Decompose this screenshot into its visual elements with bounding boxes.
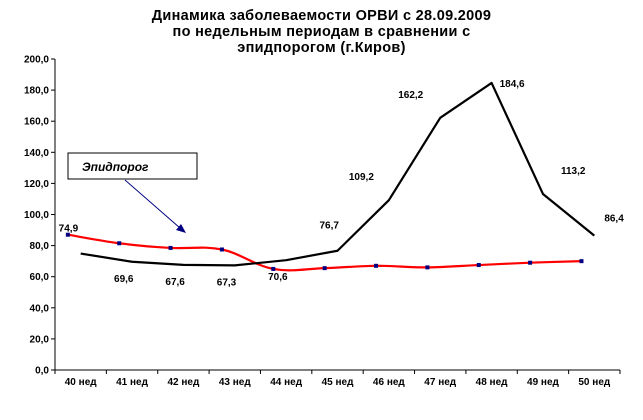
chart-title-line-1: Динамика заболеваемости ОРВИ с 28.09.200… bbox=[151, 8, 492, 24]
epid-threshold-point bbox=[271, 266, 276, 271]
callout-box bbox=[67, 152, 198, 180]
epid-threshold-point bbox=[528, 260, 533, 265]
y-tick-label: 0,0 bbox=[35, 366, 49, 377]
y-tick-label: 20,0 bbox=[30, 334, 50, 345]
y-tick-label: 180,0 bbox=[24, 86, 49, 97]
x-tick-label: 49 нед bbox=[527, 377, 560, 388]
x-tick-label: 45 нед bbox=[322, 377, 355, 388]
data-label: 67,3 bbox=[217, 277, 237, 288]
epid-threshold-point bbox=[322, 266, 327, 271]
epid-threshold-point bbox=[168, 245, 173, 250]
y-tick-label: 140,0 bbox=[24, 148, 49, 159]
data-label: 184,6 bbox=[500, 79, 525, 90]
data-label: 113,2 bbox=[561, 166, 586, 177]
chart-title-line-3: эпидпорогом (г.Киров) bbox=[237, 40, 406, 56]
data-label: 67,6 bbox=[165, 277, 185, 288]
epid-threshold-point bbox=[579, 259, 584, 264]
callout-arrow-line bbox=[124, 179, 181, 229]
y-tick-label: 80,0 bbox=[30, 241, 50, 252]
x-tick-label: 41 нед bbox=[116, 377, 149, 388]
x-tick-label: 46 нед bbox=[373, 377, 406, 388]
x-tick-label: 47 нед bbox=[424, 377, 457, 388]
x-tick-label: 43 нед bbox=[219, 377, 252, 388]
y-tick-label: 200,0 bbox=[24, 55, 49, 66]
chart-title-line-2: по недельным периодам в сравнении с bbox=[172, 24, 471, 40]
chart-title: Динамика заболеваемости ОРВИ с 28.09.200… bbox=[0, 8, 643, 56]
callout-label: Эпидпорог bbox=[82, 160, 149, 174]
epid-threshold-point bbox=[65, 232, 70, 237]
epid-threshold-point bbox=[117, 241, 122, 246]
y-tick-label: 120,0 bbox=[24, 179, 49, 190]
x-tick-label: 40 нед bbox=[65, 377, 98, 388]
incidence-line bbox=[80, 81, 596, 267]
epid-threshold-point bbox=[374, 263, 379, 268]
series-layer bbox=[65, 81, 596, 272]
y-tick-label: 100,0 bbox=[24, 210, 49, 221]
epid-threshold-callout: Эпидпорог bbox=[67, 152, 198, 233]
axes: 0,0 20,0 40,0 60,0 80,0 100,0 120,0 140,0 160,0 1… bbox=[24, 55, 621, 388]
y-tick-label: 40,0 bbox=[30, 303, 50, 314]
x-tick-label: 44 нед bbox=[270, 377, 303, 388]
data-label: 74,9 bbox=[59, 224, 79, 235]
callout-arrow-head bbox=[176, 224, 186, 233]
y-tick-label: 160,0 bbox=[24, 117, 49, 128]
epid-threshold-point bbox=[476, 263, 481, 268]
x-tick-label: 48 нед bbox=[476, 377, 509, 388]
data-label: 70,6 bbox=[268, 272, 288, 283]
data-label: 162,2 bbox=[398, 90, 423, 101]
data-labels: 74,9 69,6 67,6 67,3 70,6 76,7 109,2 162,2 184,6 1… bbox=[59, 79, 625, 288]
x-tick-label: 42 нед bbox=[167, 377, 200, 388]
x-tick-label: 50 нед bbox=[578, 377, 611, 388]
data-label: 109,2 bbox=[349, 172, 374, 183]
epid-threshold-point bbox=[219, 247, 224, 252]
data-label: 86,4 bbox=[604, 214, 624, 225]
data-label: 76,7 bbox=[320, 221, 340, 232]
epid-threshold-point bbox=[425, 265, 430, 270]
y-tick-label: 60,0 bbox=[30, 272, 50, 283]
data-label: 69,6 bbox=[114, 274, 134, 285]
